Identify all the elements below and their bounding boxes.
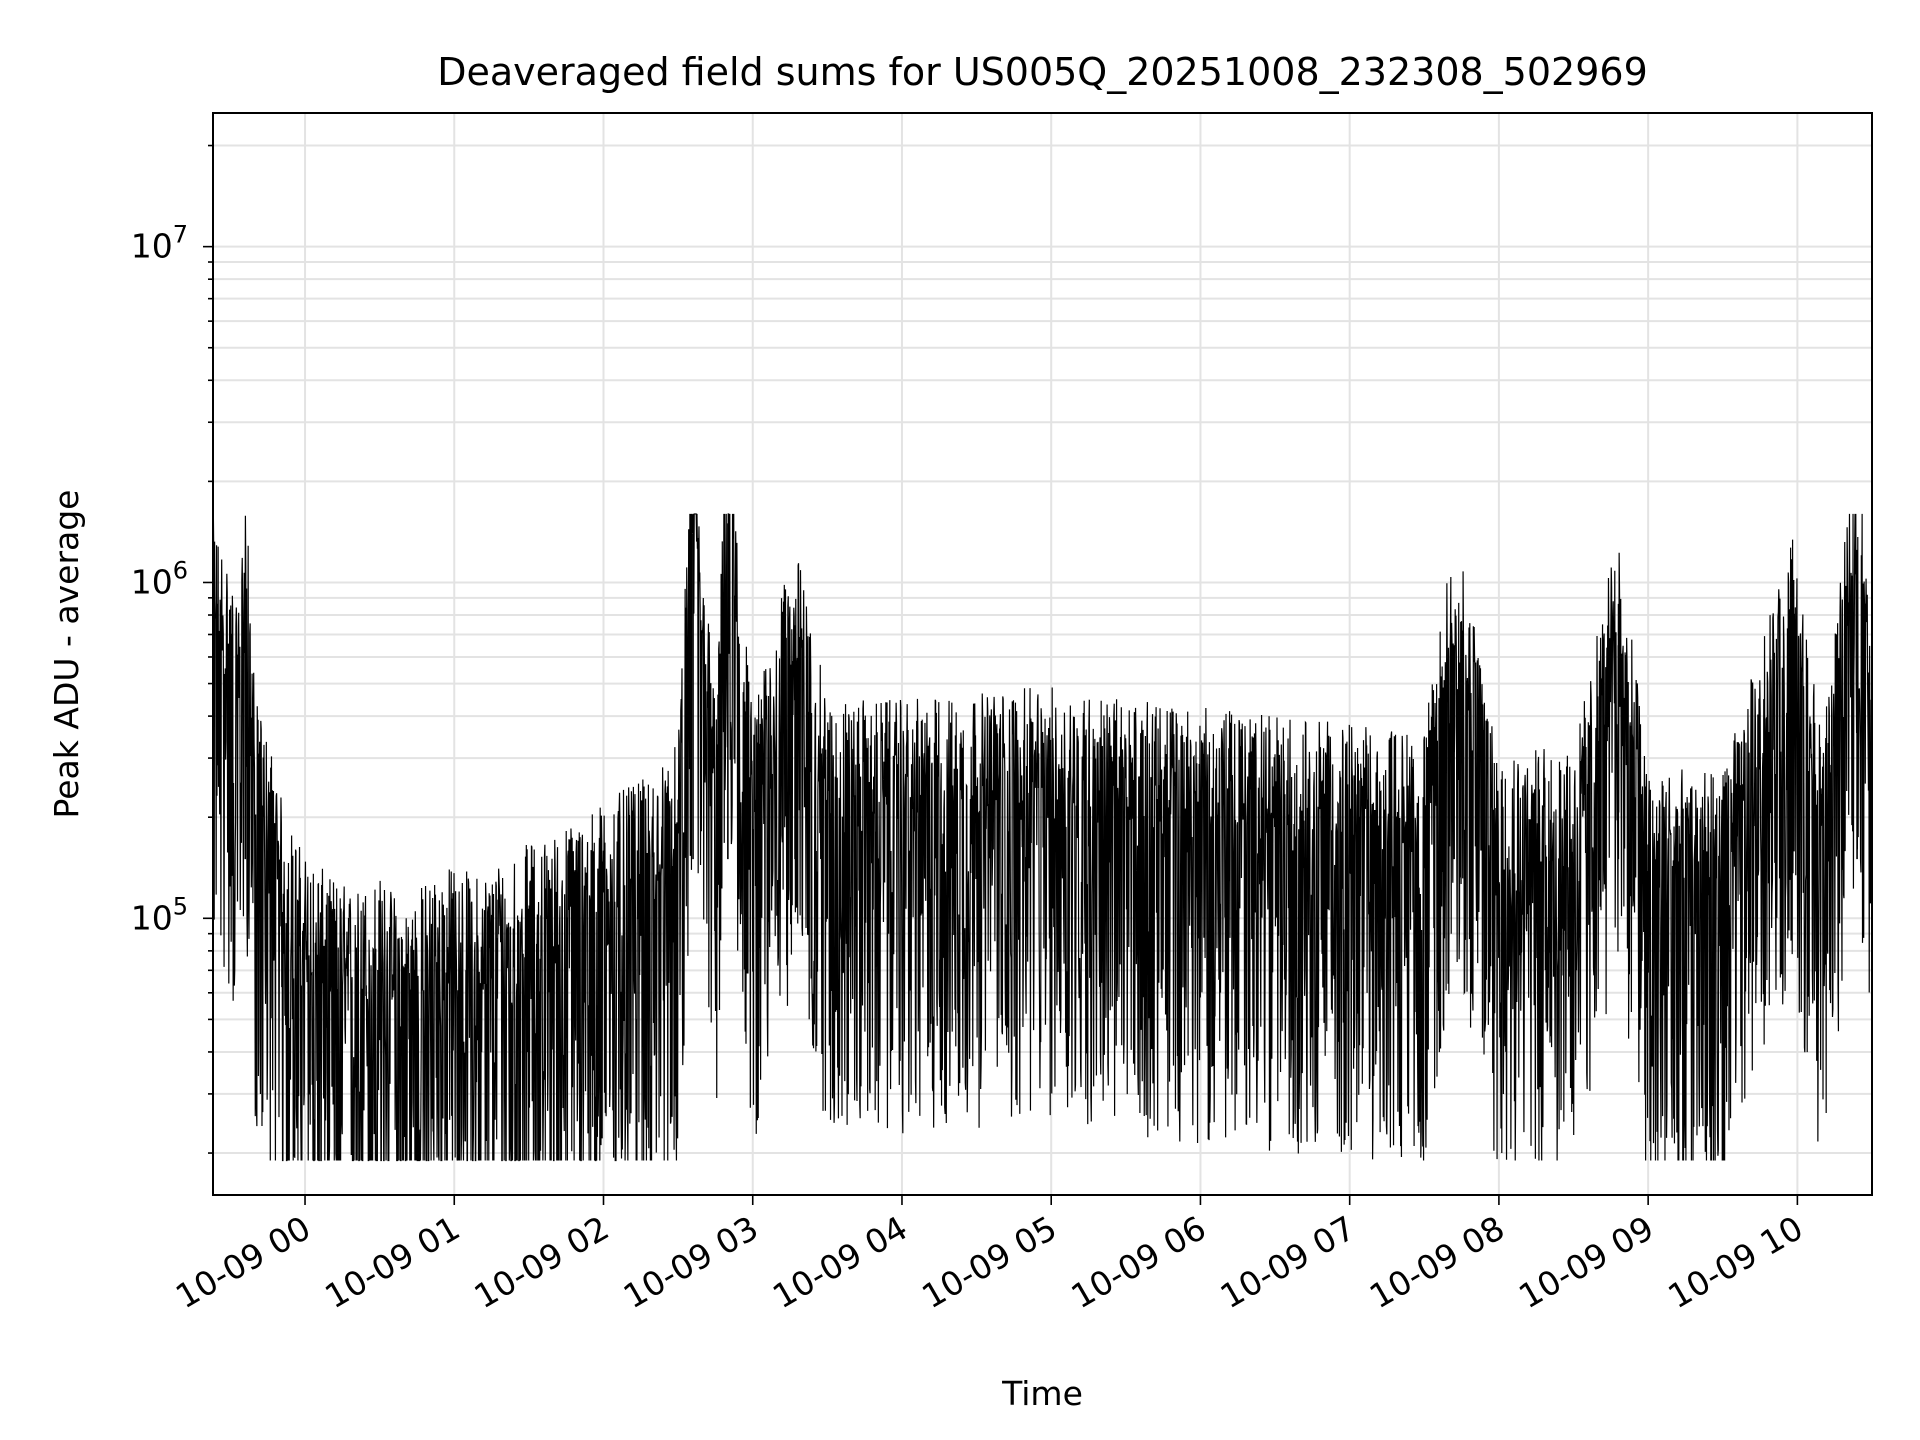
x-tick-label: 10-09 01: [318, 1208, 466, 1316]
y-axis-label: Peak ADU - average: [47, 490, 86, 819]
x-tick-label: 10-09 08: [1363, 1208, 1511, 1316]
x-tick-label: 10-09 06: [1064, 1208, 1212, 1316]
x-tick-label: 10-09 05: [915, 1208, 1063, 1316]
chart-title: Deaveraged field sums for US005Q_2025100…: [437, 50, 1648, 94]
x-tick-label: 10-09 09: [1512, 1208, 1660, 1316]
y-tick-label: 105: [131, 892, 188, 937]
x-tick-label: 10-09 07: [1214, 1208, 1362, 1316]
plot-frame: [212, 112, 1873, 1196]
data-series: [212, 513, 1873, 1162]
x-tick-label: 10-09 04: [766, 1208, 914, 1316]
x-tick-label: 10-09 03: [617, 1208, 765, 1316]
y-tick-label: 107: [131, 221, 188, 266]
x-tick-label: 10-09 10: [1661, 1208, 1809, 1316]
x-tick-label: 10-09 02: [468, 1208, 616, 1316]
y-tick-label: 106: [131, 556, 188, 601]
series-line: [212, 513, 1873, 1162]
x-axis-label: Time: [1001, 1374, 1083, 1413]
x-tick-label: 10-09 00: [169, 1208, 317, 1316]
